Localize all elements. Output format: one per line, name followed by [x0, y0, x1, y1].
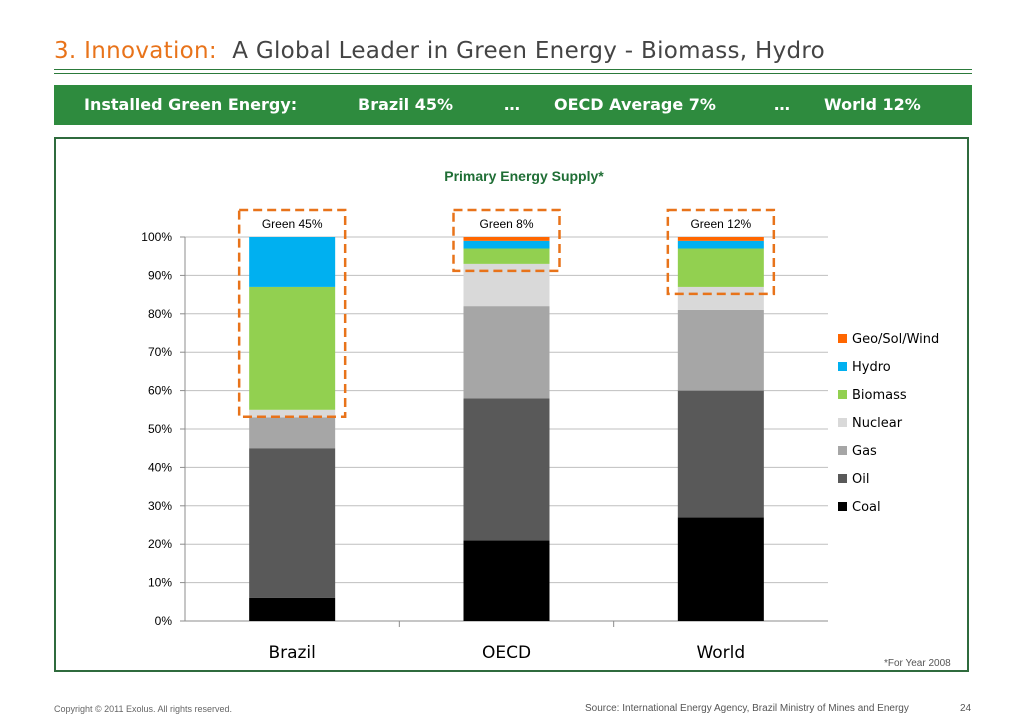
bar-world-oil	[677, 390, 764, 518]
banner-label: Installed Green Energy:	[84, 95, 298, 114]
title-rule-top	[54, 69, 972, 70]
y-tick-label: 100%	[141, 230, 172, 244]
bar-world-gas	[677, 309, 764, 391]
source-note: Source: International Energy Agency, Bra…	[585, 703, 909, 714]
legend-swatch	[838, 362, 847, 371]
slide-title: 3. Innovation: A Global Leader in Green …	[54, 38, 825, 64]
x-tick-label: OECD	[482, 643, 531, 663]
y-tick-label: 90%	[148, 268, 172, 282]
legend-label: Hydro	[852, 360, 891, 375]
bar-oecd-geo-sol-wind	[463, 237, 550, 241]
y-tick-label: 80%	[148, 307, 172, 321]
bar-brazil-biomass	[249, 286, 336, 410]
green-annotation: Green 12%	[690, 217, 751, 231]
title-rule-bottom	[54, 73, 972, 74]
bar-oecd-coal	[463, 540, 550, 621]
y-tick-label: 10%	[148, 576, 172, 590]
banner-oecd: OECD Average 7%	[554, 95, 716, 114]
legend-swatch	[838, 446, 847, 455]
x-tick-label: Brazil	[268, 643, 315, 663]
bar-oecd-biomass	[463, 248, 550, 264]
bar-brazil-gas	[249, 417, 336, 449]
x-tick-label: World	[696, 643, 745, 663]
bar-world-nuclear	[677, 286, 764, 310]
legend-label: Gas	[852, 444, 877, 459]
bar-world-coal	[677, 517, 764, 621]
legend-swatch	[838, 474, 847, 483]
chart-title: Primary Energy Supply*	[444, 168, 604, 184]
y-tick-label: 40%	[148, 460, 172, 474]
legend-label: Coal	[852, 500, 881, 515]
legend-label: Nuclear	[852, 416, 903, 431]
bar-oecd-hydro	[463, 240, 550, 249]
y-tick-label: 50%	[148, 422, 172, 436]
bar-world-geo-sol-wind	[677, 237, 764, 241]
bar-world-hydro	[677, 240, 764, 249]
green-annotation: Green 45%	[262, 217, 323, 231]
y-tick-label: 70%	[148, 345, 172, 359]
chart-frame	[54, 137, 969, 672]
bar-brazil-coal	[249, 597, 336, 621]
y-tick-label: 0%	[155, 614, 173, 628]
legend-label: Biomass	[852, 388, 907, 403]
green-highlight-box	[666, 208, 776, 296]
y-tick-label: 60%	[148, 384, 172, 398]
legend-swatch	[838, 390, 847, 399]
footnote: *For Year 2008	[884, 658, 951, 669]
legend-label: Oil	[852, 472, 869, 487]
bar-oecd-nuclear	[463, 263, 550, 307]
bar-oecd-gas	[463, 306, 550, 399]
bar-oecd-oil	[463, 398, 550, 541]
legend-swatch	[838, 334, 847, 343]
y-tick-label: 20%	[148, 537, 172, 551]
legend-swatch	[838, 502, 847, 511]
green-annotation: Green 8%	[479, 217, 533, 231]
banner-separator-2: …	[774, 95, 790, 114]
legend-label: Geo/Sol/Wind	[852, 332, 939, 347]
legend-swatch	[838, 418, 847, 427]
bar-brazil-nuclear	[249, 409, 336, 418]
banner-separator-1: …	[504, 95, 520, 114]
bar-brazil-oil	[249, 448, 336, 598]
y-tick-label: 30%	[148, 499, 172, 513]
title-prefix: 3. Innovation:	[54, 38, 217, 64]
copyright: Copyright © 2011 Exolus. All rights rese…	[54, 704, 233, 714]
bar-brazil-hydro	[249, 237, 336, 287]
banner-world: World 12%	[824, 95, 921, 114]
green-highlight-box	[237, 208, 347, 419]
page-number: 24	[960, 703, 972, 714]
bar-world-biomass	[677, 248, 764, 287]
title-main: A Global Leader in Green Energy - Biomas…	[232, 38, 826, 64]
green-energy-banner: Installed Green Energy: Brazil 45% … OEC…	[54, 85, 972, 125]
banner-brazil: Brazil 45%	[358, 95, 454, 114]
